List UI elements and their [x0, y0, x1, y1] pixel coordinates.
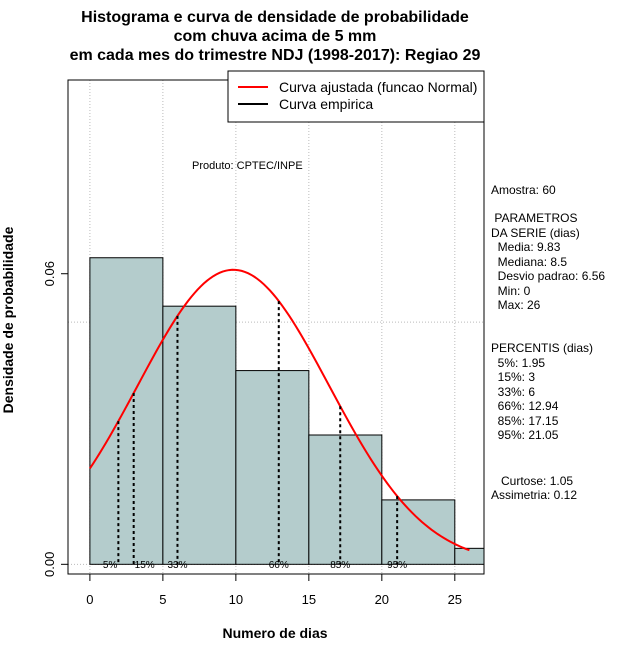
legend-box [227, 70, 485, 123]
chart-title-line-3: em cada mes do trimestre NDJ (1998-2017)… [70, 47, 481, 64]
stats-assimetria: Assimetria: 0.12 [491, 488, 577, 502]
stats-mediana: Mediana: 8.5 [491, 255, 567, 269]
y-tick-label-0: 0.00 [42, 552, 57, 577]
stats-sample: Amostra: 60 [491, 183, 556, 197]
y-tick-label-1: 0.06 [42, 261, 57, 286]
stats-p15: 15%: 3 [491, 370, 535, 384]
percentile-label-1: 15% [135, 560, 155, 571]
histogram-bar-5 [454, 547, 485, 565]
chart-title-line-1: Histograma e curva de densidade de proba… [81, 9, 469, 26]
stats-params-title-2: DA SERIE (dias) [491, 226, 580, 240]
histogram-bar-0 [89, 257, 164, 565]
legend-label-empirical: Curva empirica [279, 96, 373, 112]
histogram-bar-2 [235, 370, 310, 565]
histogram-bars [89, 257, 485, 565]
stats-max: Max: 26 [491, 298, 541, 312]
stats-p33: 33%: 6 [491, 385, 535, 399]
axes: 0 5 10 15 20 25 0.00 0.06 [42, 261, 462, 607]
percentile-label-4: 85% [330, 560, 350, 571]
y-axis-title: Densidade de probabilidade [0, 226, 16, 413]
x-tick-label-0: 0 [86, 592, 93, 607]
x-tick-label-3: 15 [302, 592, 316, 607]
legend: Curva ajustada (funcao Normal) Curva emp… [227, 70, 485, 123]
x-tick-label-2: 10 [229, 592, 243, 607]
legend-label-fit: Curva ajustada (funcao Normal) [279, 79, 477, 95]
histogram-bar-3 [308, 434, 383, 565]
histogram-bar-1 [162, 305, 237, 565]
percentile-lines: 5% 15% 33% 66% 85% 95% [103, 301, 407, 571]
stats-min: Min: 0 [491, 284, 531, 298]
stats-p95: 95%: 21.05 [491, 428, 559, 442]
x-tick-label-4: 20 [375, 592, 389, 607]
x-axis-title: Numero de dias [222, 625, 327, 641]
stats-p85: 85%: 17.15 [491, 414, 559, 428]
chart-title-line-2: com chuva acima de 5 mm [174, 28, 377, 45]
product-annotation: Produto: CPTEC/INPE [192, 160, 303, 172]
percentile-label-3: 66% [269, 560, 289, 571]
stats-p5: 5%: 1.95 [491, 356, 545, 370]
x-tick-label-5: 25 [448, 592, 462, 607]
stats-desvio: Desvio padrao: 6.56 [491, 269, 605, 283]
stats-panel: Amostra: 60 PARAMETROS DA SERIE (dias) M… [491, 183, 605, 502]
stats-percentis-title: PERCENTIS (dias) [491, 341, 593, 355]
stats-curtose: Curtose: 1.05 [491, 474, 573, 488]
stats-params-title-1: PARAMETROS [491, 211, 577, 225]
stats-media: Media: 9.83 [491, 240, 561, 254]
percentile-label-2: 33% [167, 560, 187, 571]
x-tick-label-1: 5 [159, 592, 166, 607]
stats-p66: 66%: 12.94 [491, 399, 559, 413]
percentile-label-5: 95% [387, 560, 407, 571]
percentile-label-0: 5% [103, 560, 118, 571]
histogram-bar-4 [381, 499, 456, 565]
